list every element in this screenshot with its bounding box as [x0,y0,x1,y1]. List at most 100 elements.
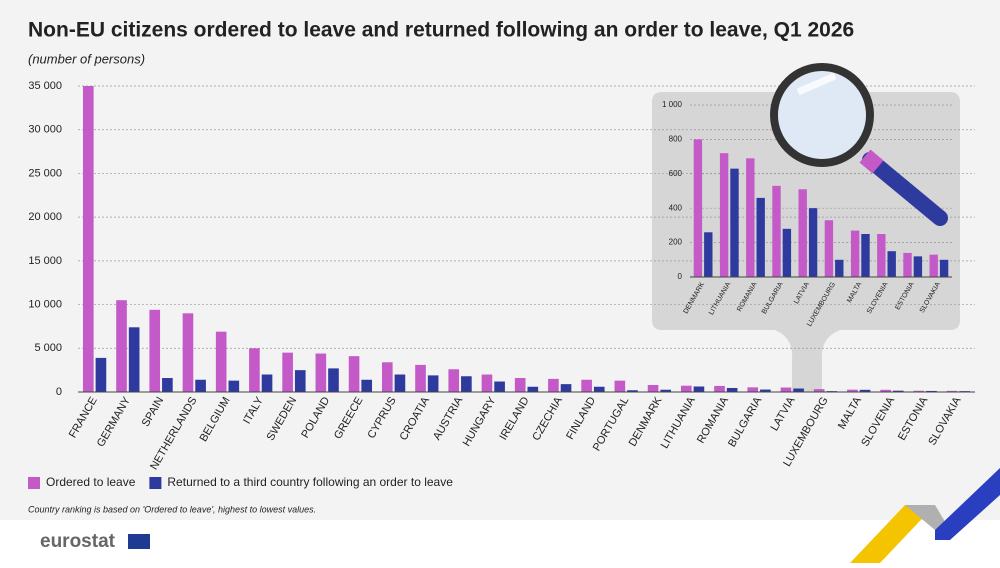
bar [704,232,713,277]
eu-flag [128,534,150,549]
y-tick-label: 30 000 [28,124,62,136]
y-tick-label: 0 [56,386,62,398]
bar [381,362,393,392]
bar [361,379,373,392]
bar [182,313,194,392]
y-tick-label: 5 000 [34,342,62,354]
bar [892,390,904,392]
footer-background [0,520,1000,563]
bar [824,220,834,277]
bar [660,389,672,392]
bar [772,185,781,277]
y-tick-label: 200 [669,238,683,247]
bar [415,364,426,392]
bar [328,368,339,392]
y-tick-label: 35 000 [28,80,62,92]
bar [315,353,327,392]
bar [808,208,818,277]
bar [348,356,360,392]
y-tick-label: 15 000 [28,255,62,267]
note: Country ranking is based on 'Ordered to … [28,504,316,514]
decoration [850,505,935,563]
bar [726,387,738,392]
bar [926,390,937,392]
bar [95,357,107,392]
bar [282,352,293,392]
bar [859,389,871,392]
bar [481,374,493,392]
bar [946,390,958,392]
bar [782,228,792,277]
bar [913,390,925,392]
bar [249,348,260,392]
legend-swatch [28,477,40,489]
logo: eurostat [40,531,116,552]
bar [929,254,938,277]
y-tick-label: 25 000 [28,167,62,179]
y-tick-label: 20 000 [28,211,62,223]
bar [861,234,870,277]
bar [680,385,692,392]
legend-label: Ordered to leave [46,475,136,489]
magnifier-handle [862,152,948,226]
magnifier-glare [796,72,837,96]
bar [939,259,949,277]
y-tick-label: 800 [669,135,683,144]
magnifier-band [859,149,884,174]
bar [793,388,804,392]
bar [294,370,306,392]
bar [747,387,759,392]
bar [215,331,227,392]
bar [903,252,912,277]
bar [514,378,526,392]
bar [647,385,659,392]
legend-swatch [149,477,162,489]
decoration [935,468,1000,540]
bar [760,389,771,392]
bar [756,197,765,277]
bar [719,153,729,277]
bar [560,384,572,392]
bar [261,374,273,392]
bar [780,387,792,392]
y-tick-label: 10 000 [28,298,62,310]
bar [448,369,460,392]
bar [813,389,825,392]
bar [693,139,703,277]
y-tick-label: 1 000 [662,100,683,109]
bar [162,378,173,392]
bar [195,379,206,392]
bar [394,374,406,392]
bar [527,386,539,392]
legend-label: Returned to a third country following an… [167,475,453,489]
bar [798,189,807,277]
bar [116,300,127,392]
bar [730,168,739,277]
bar [593,386,605,392]
bar [693,386,705,392]
bar [581,379,592,392]
bar [461,376,472,392]
bar [494,381,505,392]
y-tick-label: 400 [669,203,683,212]
bar [850,230,860,277]
y-tick-label: 600 [669,169,683,178]
magnifier [770,63,948,226]
bar [847,389,858,392]
bar [614,380,626,392]
decoration [905,505,950,530]
bar [627,390,638,392]
bar [880,389,891,392]
y-tick-label: 0 [678,272,683,281]
title: Non-EU citizens ordered to leave and ret… [28,19,854,42]
bar [228,380,240,392]
bar [149,309,161,392]
bar [877,234,886,277]
bar [835,259,844,277]
bar [548,378,559,392]
bar [913,256,923,277]
bar [887,251,896,277]
subtitle: (number of persons) [28,51,145,66]
bar [427,375,439,392]
